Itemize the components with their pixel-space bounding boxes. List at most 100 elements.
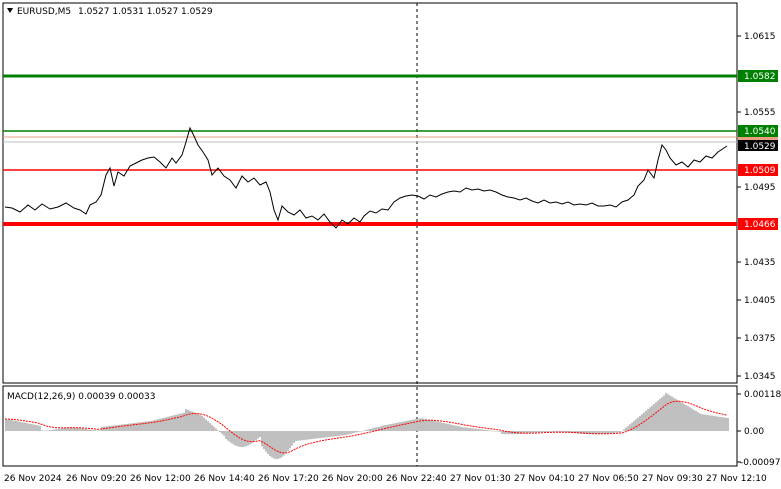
macd-histogram-bar — [93, 430, 95, 431]
macd-histogram-bar — [155, 419, 157, 431]
macd-histogram-bar — [113, 425, 115, 431]
macd-histogram-bar — [25, 423, 27, 431]
macd-histogram-bar — [581, 431, 583, 434]
price-tick-label: 1.0375 — [744, 334, 776, 344]
macd-histogram-bar — [177, 414, 179, 431]
level-tag-1582[interactable]: 1.0582 — [738, 70, 778, 82]
macd-histogram-bar — [295, 431, 297, 441]
macd-histogram-bar — [483, 429, 485, 431]
macd-histogram-bar — [507, 431, 509, 435]
macd-histogram-bar — [361, 431, 363, 432]
time-tick-label: 26 Nov 09:20 — [66, 474, 127, 484]
macd-tick-label: 0.00118 — [744, 390, 781, 400]
macd-histogram-bar — [47, 430, 49, 431]
macd-histogram-bar — [323, 431, 325, 438]
current-price-tag: 1.0529 — [738, 137, 778, 152]
macd-histogram-bar — [715, 416, 717, 431]
macd-histogram-bar — [301, 431, 303, 441]
level-tag-1466[interactable]: 1.0466 — [738, 218, 778, 230]
macd-histogram-bar — [473, 428, 475, 431]
time-tick-label: 26 Nov 17:20 — [258, 474, 319, 484]
macd-histogram-bar — [273, 431, 275, 459]
macd-histogram-bar — [311, 431, 313, 440]
macd-histogram-bar — [575, 431, 577, 434]
macd-histogram-bar — [509, 431, 511, 435]
macd-histogram-bar — [523, 431, 525, 434]
macd-histogram-bar — [305, 431, 307, 440]
macd-histogram-bar — [169, 416, 171, 431]
macd-histogram-bar — [321, 431, 323, 438]
macd-histogram-bar — [489, 430, 491, 431]
macd-histogram-bar — [383, 425, 385, 431]
macd-histogram-bar — [699, 413, 701, 431]
macd-histogram-bar — [407, 420, 409, 431]
macd-histogram-bar — [583, 431, 585, 434]
macd-histogram-bar — [223, 431, 225, 436]
macd-histogram-bar — [165, 417, 167, 431]
macd-histogram-bar — [289, 431, 291, 449]
level-tag-1540[interactable]: 1.0540 — [738, 125, 778, 137]
macd-histogram-bar — [707, 415, 709, 431]
macd-histogram-bar — [679, 401, 681, 431]
macd-histogram-bar — [569, 431, 571, 433]
macd-histogram-bar — [367, 429, 369, 431]
macd-histogram-bar — [599, 431, 601, 435]
macd-histogram-bar — [565, 431, 567, 433]
macd-histogram-bar — [133, 423, 135, 431]
macd-histogram-bar — [683, 403, 685, 431]
macd-histogram-bar — [495, 431, 497, 432]
macd-histogram-bar — [503, 431, 505, 435]
macd-histogram-bar — [67, 427, 69, 431]
macd-histogram-bar — [425, 419, 427, 431]
macd-histogram-bar — [199, 414, 201, 431]
macd-histogram-bar — [183, 412, 185, 431]
macd-histogram-bar — [125, 424, 127, 431]
macd-histogram-bar — [185, 409, 187, 431]
price-pane[interactable] — [2, 2, 738, 384]
macd-histogram-bar — [283, 431, 285, 456]
macd-label: MACD(12,26,9) 0.00039 0.00033 — [7, 392, 156, 402]
macd-histogram-bar — [315, 431, 317, 439]
triangle-down-icon[interactable] — [7, 8, 13, 13]
price-tick-label: 1.0555 — [744, 108, 776, 118]
macd-histogram-bar — [717, 416, 719, 431]
macd-histogram-bar — [267, 431, 269, 455]
macd-histogram-bar — [263, 431, 265, 450]
macd-histogram-bar — [109, 425, 111, 431]
macd-histogram-bar — [369, 429, 371, 431]
macd-histogram-bar — [379, 426, 381, 431]
macd-histogram-bar — [259, 431, 261, 437]
macd-histogram-bar — [457, 426, 459, 431]
macd-histogram-bar — [605, 431, 607, 434]
macd-histogram-bar — [9, 419, 11, 431]
macd-histogram-bar — [193, 412, 195, 431]
level-tag-text: 1.0582 — [744, 72, 776, 82]
macd-histogram-bar — [317, 431, 319, 439]
macd-histogram-bar — [449, 424, 451, 431]
macd-histogram-bar — [607, 431, 609, 434]
macd-histogram-bar — [33, 424, 35, 431]
macd-histogram-bar — [265, 431, 267, 452]
macd-histogram-bar — [145, 421, 147, 431]
macd-histogram-bar — [87, 429, 89, 431]
macd-histogram-bar — [363, 430, 365, 431]
macd-histogram-bar — [239, 431, 241, 447]
macd-histogram-bar — [413, 419, 415, 431]
macd-histogram-bar — [339, 431, 341, 436]
macd-histogram-bar — [411, 419, 413, 431]
macd-histogram-bar — [627, 426, 629, 431]
macd-histogram-bar — [343, 431, 345, 436]
macd-histogram-bar — [529, 431, 531, 434]
macd-histogram-bar — [559, 431, 561, 433]
macd-histogram-bar — [621, 431, 623, 432]
level-tag-1509[interactable]: 1.0509 — [738, 164, 778, 176]
macd-histogram-bar — [675, 399, 677, 431]
macd-histogram-bar — [647, 409, 649, 431]
macd-histogram-bar — [625, 427, 627, 431]
macd-histogram-bar — [649, 407, 651, 431]
macd-histogram-bar — [477, 429, 479, 431]
macd-histogram-bar — [551, 431, 553, 432]
macd-histogram-bar — [279, 431, 281, 459]
current-price-text: 1.0529 — [744, 142, 776, 152]
